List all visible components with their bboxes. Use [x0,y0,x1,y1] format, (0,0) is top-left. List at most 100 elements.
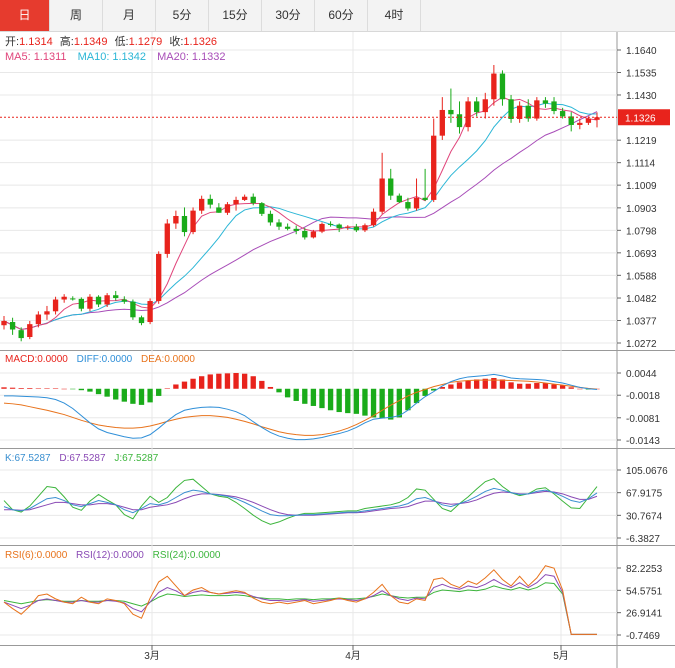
kdj-legend: K:67.5287 D:67.5287 J:67.5287 [5,453,159,464]
k-value: 67.5287 [14,453,51,464]
candle-body [439,109,445,136]
candle-body [35,314,42,325]
macd-bar [465,380,471,389]
macd-bar [207,374,213,389]
candle-body [413,197,420,209]
tab-weekly[interactable]: 周 [50,0,103,31]
macd-bar [18,388,24,389]
tab-60min[interactable]: 60分 [315,0,368,31]
dea-line [3,379,598,436]
macd-value: 0.0000 [37,354,68,365]
candle-body [164,223,170,254]
macd-bar [396,388,402,418]
rsi24-label: RSI(24): [153,550,190,561]
tab-daily[interactable]: 日 [0,0,50,31]
candle-body [405,202,411,209]
candle-body [1,320,7,326]
macd-bar [121,388,127,402]
macd-bar [448,384,454,389]
ma20-value: 1.1332 [192,51,226,63]
candle-body [27,324,33,338]
macd-bar [199,376,205,389]
macd-bar [250,376,256,389]
tab-4hour[interactable]: 4时 [368,0,421,31]
ma-legend: MA5: 1.1311 MA10: 1.1342 MA20: 1.1332 [5,51,226,63]
macd-bar [405,388,411,411]
macd-bar [431,388,437,391]
macd-bar [70,388,76,390]
macd-bar [319,388,325,409]
macd-bar [9,387,16,389]
rsi-tick-label: -0.7469 [626,631,660,642]
macd-bar [577,388,583,390]
current-price-marker [618,109,670,126]
price-tick-label: 1.1219 [626,136,657,147]
candle-body [18,330,24,339]
macd-bar [1,387,7,389]
candle-body [138,317,145,324]
candle-body [284,226,291,229]
candle-body [241,196,248,200]
candle-body [130,301,136,318]
candle-body [388,178,394,196]
candle-body [224,204,231,213]
macd-bar [456,382,463,389]
candle-body [95,296,102,305]
close-value: 1.1326 [183,36,217,48]
candle-body [396,195,402,203]
tab-15min[interactable]: 15分 [209,0,262,31]
candle-body [448,109,454,115]
macd-bar [259,380,265,389]
candle-body [190,210,196,233]
macd-bar [508,382,514,389]
macd-bar [224,373,231,389]
rsi-tick-label: 82.2253 [626,564,663,575]
candle-body [456,114,463,128]
ma10-value: 1.1342 [112,51,146,63]
macd-bar [61,388,67,390]
diff-line [4,373,598,441]
candle-body [327,223,334,225]
macd-bar [78,388,85,391]
candle-body [551,101,557,112]
candle-body [250,196,256,204]
rsi6-label: RSI(6): [5,550,37,561]
macd-bar [542,383,549,389]
tab-monthly[interactable]: 月 [103,0,156,31]
price-tick-label: 1.0798 [626,226,657,237]
kdj-tick-label: 105.0676 [626,466,668,477]
candle-body [508,99,514,119]
j-label: J: [114,453,122,464]
price-tick-label: 1.0482 [626,294,657,305]
tab-30min[interactable]: 30分 [262,0,315,31]
macd-legend: MACD:0.0000 DIFF:0.0000 DEA:0.0000 [5,354,195,365]
tab-5min[interactable]: 5分 [156,0,209,31]
rsi-tick-label: 26.9141 [626,609,663,620]
macd-bar [27,388,33,389]
candle-body [121,299,127,302]
candle-body [233,199,239,205]
price-tick-label: 1.0377 [626,317,657,328]
macd-bar [345,388,351,414]
macd-bar [276,388,282,393]
macd-bar [138,388,145,405]
candle-body [207,198,213,205]
ma10-line [3,102,598,331]
macd-bar [35,388,42,389]
ma5-line [3,96,598,331]
candle-body [474,101,480,113]
period-tab-bar: 日 周 月 5分 15分 30分 60分 4时 [0,0,675,32]
candle-body [181,215,188,233]
x-axis-label: 3月 [144,650,160,662]
macd-bar [284,388,291,398]
macd-bar [474,379,480,389]
candle-body [276,222,282,227]
price-tick-label: 1.0693 [626,249,657,260]
macd-bar [164,388,170,389]
ma5-label: MA5: [5,51,31,63]
rsi12-label: RSI(12): [76,550,113,561]
x-axis-label: 4月 [345,650,361,662]
macd-bar [52,388,59,389]
candle-body [516,105,523,119]
